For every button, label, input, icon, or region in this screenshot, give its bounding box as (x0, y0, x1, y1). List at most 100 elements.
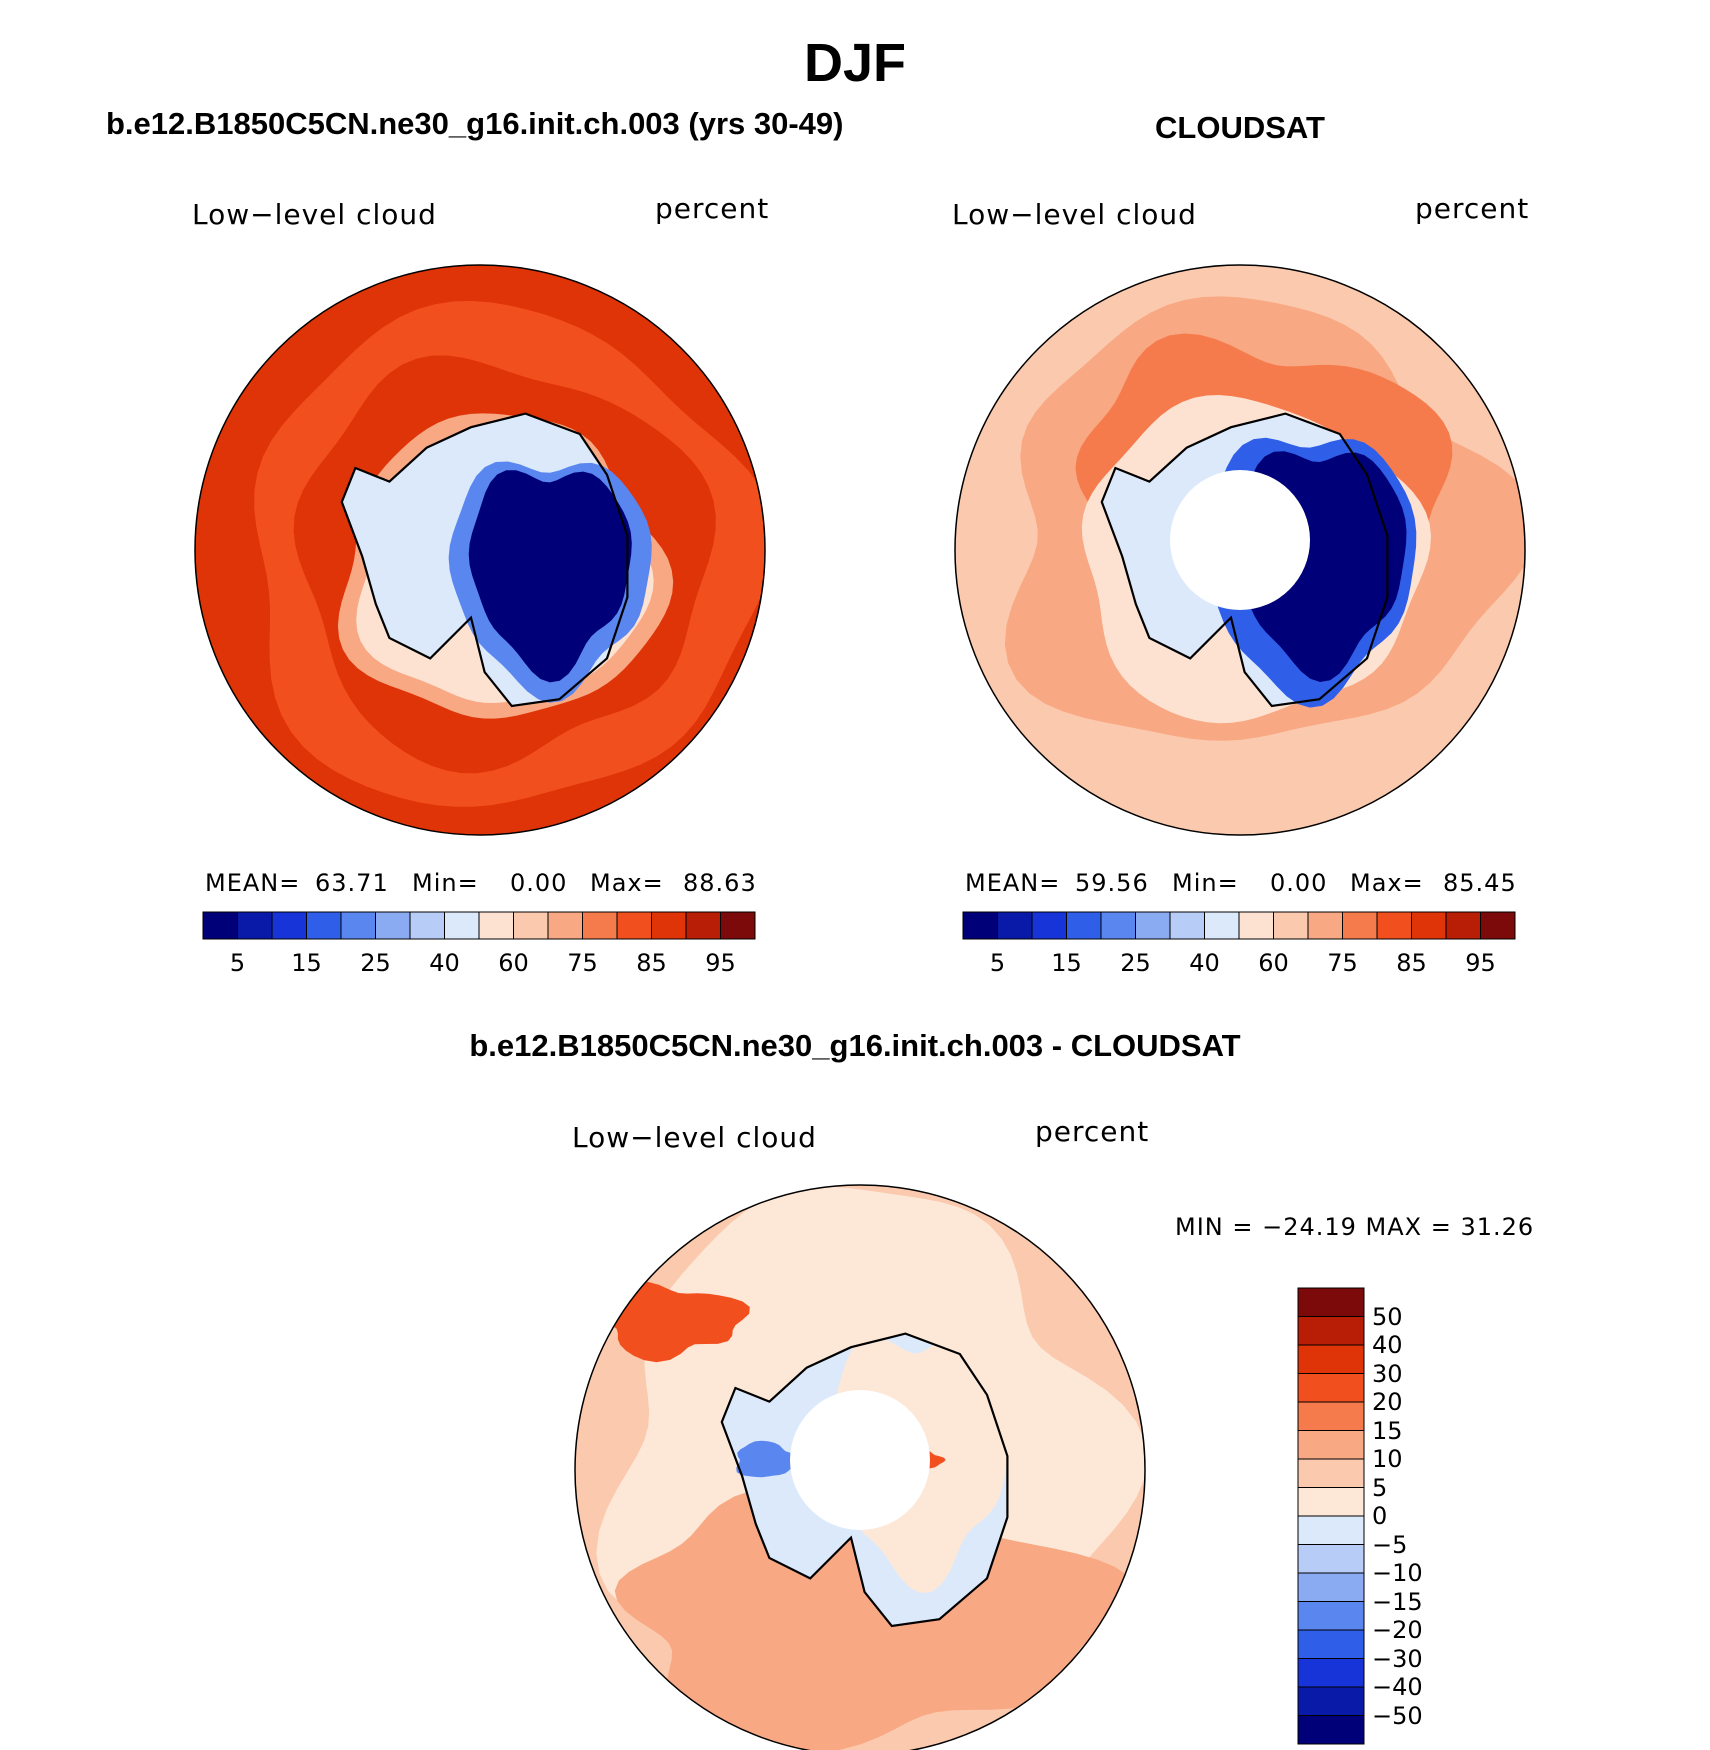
colorbar-box (1376, 911, 1412, 940)
colorbar-box (306, 911, 342, 940)
colorbar-tick-label: −40 (1372, 1673, 1423, 1701)
colorbar-tick-label: 15 (1051, 949, 1082, 977)
colorbar-box (1297, 1544, 1365, 1574)
obs-max-label: Max= (1350, 869, 1424, 897)
model-mean-label: MEAN= (205, 869, 301, 897)
model-colorbar (202, 911, 756, 940)
colorbar-box (1297, 1515, 1365, 1545)
colorbar-tick-label: −50 (1372, 1701, 1423, 1730)
colorbar-tick-label: 50 (1372, 1302, 1403, 1331)
colorbar-box (513, 911, 549, 940)
model-min-label: Min= (412, 869, 479, 897)
colorbar-box (1297, 1373, 1365, 1403)
pole-hole (790, 1390, 930, 1530)
colorbar-tick-label: −15 (1372, 1587, 1423, 1616)
colorbar-box (1297, 1344, 1365, 1374)
colorbar-tick-label: 95 (705, 949, 736, 977)
colorbar-box (1297, 1572, 1365, 1602)
colorbar-box (1342, 911, 1378, 940)
colorbar-tick-label: 20 (1372, 1388, 1403, 1416)
colorbar-box (1066, 911, 1102, 940)
field-band-20-30 (597, 1281, 750, 1363)
map-boundary-circle (574, 1184, 1146, 1750)
colorbar-box (1297, 1658, 1365, 1688)
colorbar-box (1411, 911, 1447, 940)
colorbar-box (1480, 911, 1516, 940)
colorbar-tick-label: 5 (989, 949, 1006, 977)
colorbar-tick-label: 15 (291, 949, 322, 977)
colorbar-box (1297, 1487, 1365, 1517)
colorbar-box (651, 911, 687, 940)
colorbar-box (1169, 911, 1205, 940)
colorbar-box (1297, 1458, 1365, 1488)
obs-field (955, 265, 1525, 835)
colorbar-box (202, 911, 238, 940)
colorbar-box (409, 911, 445, 940)
colorbar-tick-label: −10 (1372, 1559, 1423, 1587)
model-variable-label: Low−level cloud (192, 198, 437, 231)
obs-units-label: percent (1415, 192, 1530, 225)
diff-variable-label: Low−level cloud (572, 1121, 817, 1154)
field-band-0-5 (468, 470, 632, 683)
colorbar-tick-label: 60 (1258, 949, 1289, 977)
field-band-10-15 (614, 1487, 1136, 1750)
model-polar-map (194, 264, 766, 836)
colorbar-tick-label: −20 (1372, 1616, 1423, 1644)
colorbar-tick-label: 75 (1327, 949, 1358, 977)
obs-mean-label: MEAN= (965, 869, 1061, 897)
colorbar-box (1204, 911, 1240, 940)
diff-units-label: percent (1035, 1115, 1150, 1148)
colorbar-tick-label: 25 (360, 949, 391, 977)
colorbar-box (340, 911, 376, 940)
colorbar-tick-label: 40 (429, 949, 460, 977)
colorbar-box (1297, 1715, 1365, 1745)
colorbar-tick-label: 15 (1372, 1416, 1403, 1445)
colorbar-box (1135, 911, 1171, 940)
colorbar-box (1297, 1430, 1365, 1460)
obs-panel-title: CLOUDSAT (1155, 110, 1325, 145)
colorbar-box (1297, 1287, 1365, 1317)
obs-min-label: Min= (1172, 869, 1239, 897)
colorbar-box (1297, 1601, 1365, 1631)
colorbar-tick-label: 60 (498, 949, 529, 977)
model-max-label: Max= (590, 869, 664, 897)
colorbar-box (1297, 1316, 1365, 1346)
antarctica-coastline (340, 412, 629, 708)
colorbar-tick-label: 40 (1372, 1331, 1403, 1359)
colorbar-box (1238, 911, 1274, 940)
colorbar-box (237, 911, 273, 940)
colorbar-box (478, 911, 514, 940)
colorbar-tick-label: 85 (1396, 949, 1427, 977)
colorbar-box (1297, 1686, 1365, 1716)
field-band-neg15 (736, 1440, 800, 1478)
obs-min-value: 0.00 (1270, 869, 1328, 897)
colorbar-tick-label: 5 (1372, 1473, 1388, 1502)
colorbar-tick-label: 85 (636, 949, 667, 977)
colorbar-tick-label: 95 (1465, 949, 1496, 977)
diff-minmax: MIN = −24.19 MAX = 31.26 (1175, 1213, 1535, 1241)
colorbar-box (1100, 911, 1136, 940)
colorbar-box (1307, 911, 1343, 940)
colorbar-tick-label: 5 (229, 949, 246, 977)
model-units-label: percent (655, 192, 770, 225)
colorbar-tick-label: 10 (1372, 1445, 1403, 1473)
model-field (195, 265, 765, 835)
colorbar-tick-label: 25 (1120, 949, 1151, 977)
colorbar-tick-label: 0 (1372, 1502, 1388, 1530)
colorbar-box (375, 911, 411, 940)
colorbar-box (997, 911, 1033, 940)
colorbar-box (1297, 1629, 1365, 1659)
antarctica-coastline (720, 1332, 1009, 1628)
model-mean-value: 63.71 (315, 869, 389, 897)
obs-max-value: 85.45 (1443, 869, 1517, 897)
colorbar-box (1273, 911, 1309, 940)
colorbar-box (1297, 1401, 1365, 1431)
colorbar-box (616, 911, 652, 940)
colorbar-box (720, 911, 756, 940)
colorbar-box (547, 911, 583, 940)
pole-hole (1170, 470, 1310, 610)
obs-variable-label: Low−level cloud (952, 198, 1197, 231)
colorbar-box (582, 911, 618, 940)
diff-colorbar (1297, 1287, 1365, 1745)
